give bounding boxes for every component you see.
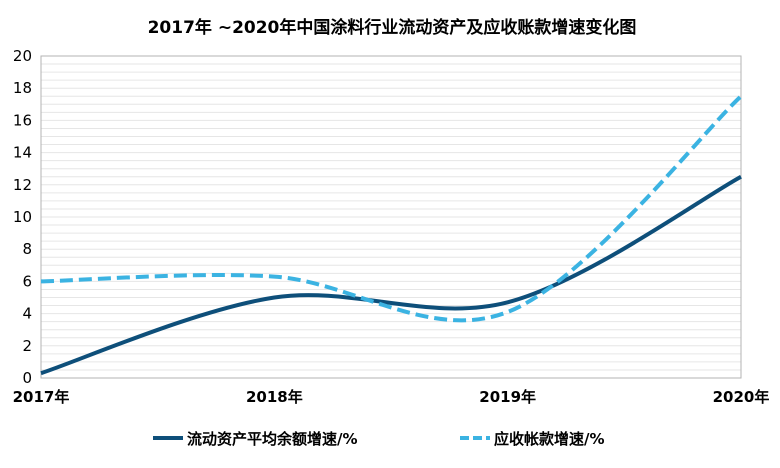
y-tick-label: 20 — [13, 47, 32, 65]
series-line-2 — [40, 94, 743, 323]
x-axis: 2017年 2018年 2019年 2020年 — [13, 388, 770, 406]
y-tick-label: 6 — [22, 272, 32, 290]
chart-title: 2017年 ~2020年中国涂料行业流动资产及应收账款增速变化图 — [148, 17, 637, 38]
series-layer — [40, 94, 743, 376]
plot-border — [40, 55, 742, 379]
y-tick-label: 12 — [13, 176, 32, 194]
y-tick-label: 8 — [22, 240, 32, 258]
series-line-1 — [40, 174, 742, 376]
y-axis: 0 2 4 6 8 10 12 14 16 18 20 — [13, 47, 32, 387]
y-tick-label: 0 — [22, 369, 32, 387]
y-tick-label: 18 — [13, 79, 32, 97]
x-tick-label: 2018年 — [246, 388, 303, 406]
legend: 流动资产平均余额增速/% 应收帐款增速/% — [153, 430, 605, 448]
y-tick-label: 10 — [13, 208, 32, 226]
x-tick-label: 2019年 — [479, 388, 536, 406]
y-tick-label: 16 — [13, 111, 32, 129]
x-tick-label: 2017年 — [13, 388, 70, 406]
y-tick-label: 14 — [13, 144, 32, 162]
legend-label-2: 应收帐款增速/% — [494, 430, 605, 448]
grid — [41, 63, 741, 371]
y-tick-label: 4 — [22, 305, 32, 323]
x-tick-label: 2020年 — [713, 388, 770, 406]
legend-label-1: 流动资产平均余额增速/% — [187, 430, 358, 448]
y-tick-label: 2 — [22, 337, 32, 355]
